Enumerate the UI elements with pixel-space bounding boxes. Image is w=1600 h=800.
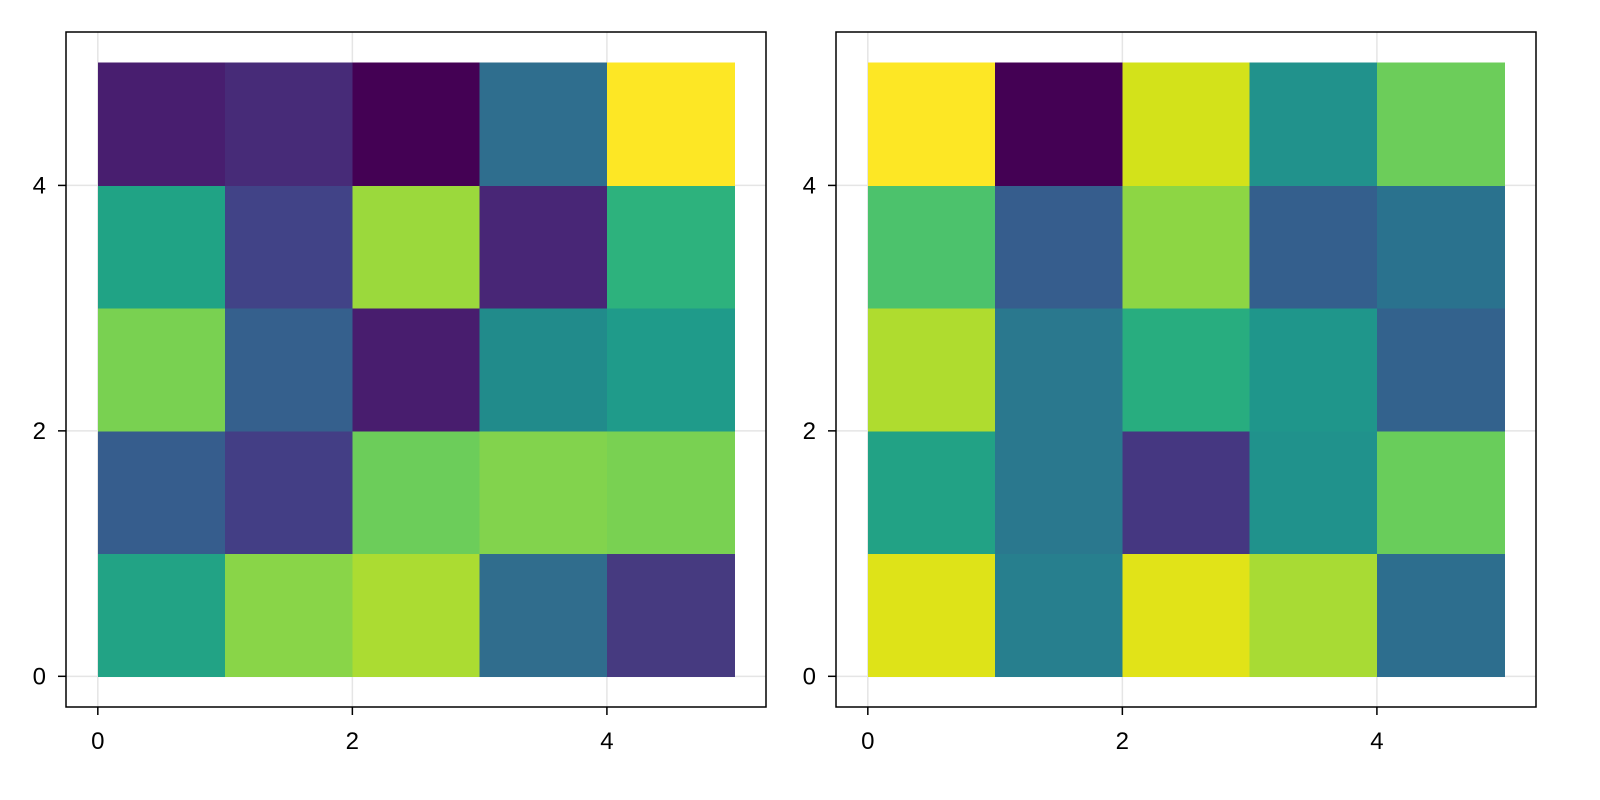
heatmap-cell-r3-c0 bbox=[97, 185, 226, 309]
heatmap-cell-r4-c4 bbox=[606, 62, 735, 187]
heatmap-cell-r2-c3 bbox=[479, 308, 608, 432]
heatmap-cell-r4-c2 bbox=[1122, 62, 1251, 187]
heatmap-cell-r2-c2 bbox=[352, 308, 481, 432]
y-tick-label-0: 0 bbox=[803, 663, 816, 690]
heatmap-cell-r3-c4 bbox=[1376, 185, 1505, 309]
heatmap-panel-right: 0 2 4 0 2 4 bbox=[803, 31, 1537, 755]
y-tick-label-0: 0 bbox=[33, 663, 46, 690]
heatmap-cell-r4-c0 bbox=[97, 62, 226, 187]
x-tick-label-0: 0 bbox=[91, 728, 104, 755]
heatmap-cell-r2-c0 bbox=[97, 308, 226, 432]
heatmap-cell-r4-c1 bbox=[225, 62, 353, 187]
heatmap-cell-r3-c1 bbox=[995, 185, 1123, 309]
heatmap-cell-r0-c3 bbox=[1249, 553, 1378, 677]
heatmap-cell-r4-c1 bbox=[995, 62, 1123, 187]
heatmap-cell-r2-c1 bbox=[225, 308, 353, 432]
x-tick-label-2: 4 bbox=[1370, 728, 1383, 755]
heatmap-cell-r2-c2 bbox=[1122, 308, 1251, 432]
heatmap-cell-r0-c1 bbox=[995, 553, 1123, 677]
heatmap-cell-r1-c4 bbox=[606, 430, 735, 555]
heatmap-cell-r3-c0 bbox=[867, 185, 996, 309]
heatmap-cell-r0-c4 bbox=[1376, 553, 1505, 677]
heatmap-cell-r1-c3 bbox=[479, 430, 608, 555]
heatmap-cell-r2-c3 bbox=[1249, 308, 1378, 432]
heatmap-cell-r4-c0 bbox=[867, 62, 996, 187]
heatmap-cell-r2-c4 bbox=[606, 308, 735, 432]
heatmap-cell-r2-c1 bbox=[995, 308, 1123, 432]
axes-frame bbox=[835, 31, 1537, 708]
heatmap-cell-r4-c2 bbox=[352, 62, 481, 187]
heatmap-cell-r1-c2 bbox=[352, 430, 481, 555]
heatmap-panel-left: 0 2 4 0 2 4 bbox=[33, 31, 767, 755]
heatmap-cell-r3-c1 bbox=[225, 185, 353, 309]
heatmap-cell-r4-c3 bbox=[1249, 62, 1378, 187]
x-tick-label-0: 0 bbox=[861, 728, 874, 755]
heatmap-cell-r3-c2 bbox=[352, 185, 481, 309]
y-tick-label-1: 2 bbox=[803, 418, 816, 445]
heatmap-cell-r4-c4 bbox=[1376, 62, 1505, 187]
heatmap-cell-r4-c3 bbox=[479, 62, 608, 187]
y-tick-label-1: 2 bbox=[33, 418, 46, 445]
heatmap-cell-r0-c2 bbox=[352, 553, 481, 677]
heatmap-cell-r1-c2 bbox=[1122, 430, 1251, 555]
heatmap-cell-r1-c3 bbox=[1249, 430, 1378, 555]
heatmap-cell-r1-c1 bbox=[225, 430, 353, 555]
heatmap-cell-r1-c4 bbox=[1376, 430, 1505, 555]
heatmap-cell-r0-c2 bbox=[1122, 553, 1251, 677]
heatmap-cell-r0-c0 bbox=[97, 553, 226, 677]
heatmap-cell-r0-c3 bbox=[479, 553, 608, 677]
heatmap-cell-r3-c4 bbox=[606, 185, 735, 309]
x-tick-label-1: 2 bbox=[1116, 728, 1129, 755]
heatmap-cell-r1-c1 bbox=[995, 430, 1123, 555]
heatmap-cell-r3-c2 bbox=[1122, 185, 1251, 309]
heatmap-cell-r1-c0 bbox=[97, 430, 226, 555]
heatmap-cell-r0-c0 bbox=[867, 553, 996, 677]
heatmap-cell-r2-c0 bbox=[867, 308, 996, 432]
heatmap-cell-r3-c3 bbox=[1249, 185, 1378, 309]
x-tick-label-1: 2 bbox=[346, 728, 359, 755]
heatmap-cell-r2-c4 bbox=[1376, 308, 1505, 432]
heatmap-cell-r3-c3 bbox=[479, 185, 608, 309]
y-tick-label-2: 4 bbox=[803, 172, 816, 199]
heatmap-cell-r0-c4 bbox=[606, 553, 735, 677]
heatmap-cell-r1-c0 bbox=[867, 430, 996, 555]
y-tick-label-2: 4 bbox=[33, 172, 46, 199]
heatmap-cell-r0-c1 bbox=[225, 553, 353, 677]
x-tick-label-2: 4 bbox=[600, 728, 613, 755]
axes-frame bbox=[65, 31, 767, 708]
